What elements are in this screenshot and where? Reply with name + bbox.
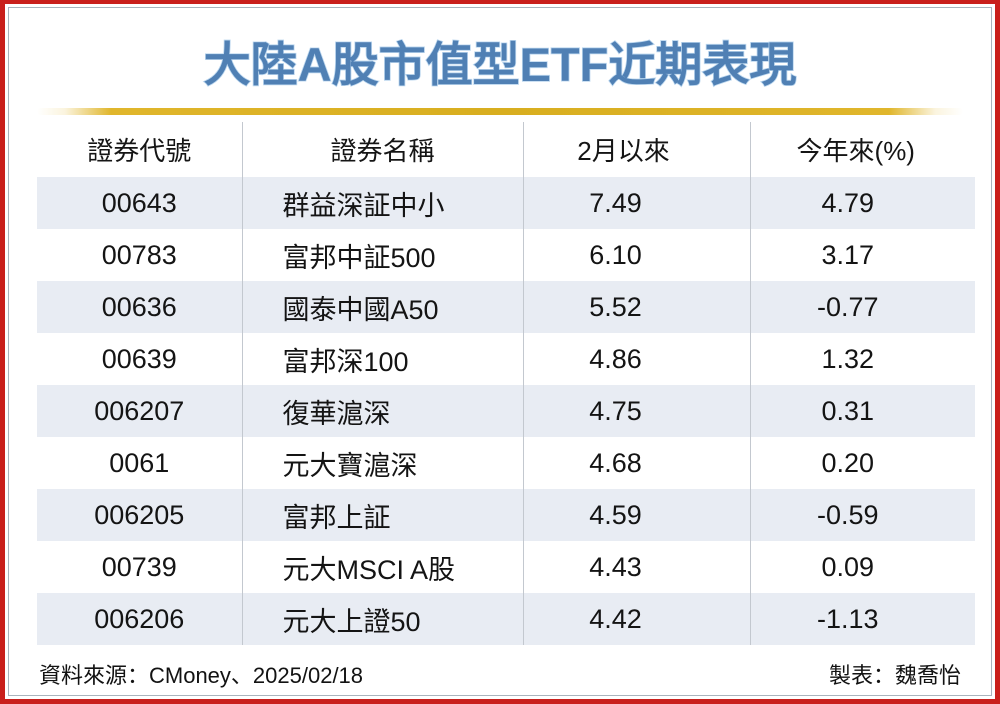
table-header-row: 證券代號 證券名稱 2月以來 今年來(%) [37, 122, 975, 177]
cell-ytd: 0.20 [821, 447, 875, 478]
cell-name: 富邦中証500 [242, 229, 524, 281]
cell-name: 富邦深100 [242, 333, 524, 385]
cell-name: 復華滬深 [242, 385, 524, 437]
cell-since-feb: 4.75 [523, 385, 751, 437]
cell-ytd: -1.13 [816, 603, 879, 634]
cell-ytd: 4.79 [821, 187, 875, 218]
cell-ytd: 0.31 [821, 395, 875, 426]
column-header-code: 證券代號 [37, 122, 243, 177]
page-title: 大陸A股市值型ETF近期表現 [203, 37, 797, 92]
cell-code: 00639 [37, 333, 243, 385]
cell-name: 富邦上証 [242, 489, 524, 541]
cell-since-feb: 4.43 [523, 541, 751, 593]
cell-code: 006207 [37, 385, 243, 437]
cell-ytd: 0.09 [821, 551, 875, 582]
table-row: 006205 富邦上証 4.59 -0.59 [37, 489, 975, 541]
credit-note: 製表：魏喬怡 [828, 663, 961, 688]
cell-code: 00783 [37, 229, 243, 281]
cell-name: 群益深証中小 [242, 177, 524, 229]
cell-since-feb: 5.52 [523, 281, 751, 333]
cell-since-feb: 7.49 [523, 177, 751, 229]
cell-since-feb: 4.42 [523, 593, 751, 645]
table-row: 0061 元大寶滬深 4.68 0.20 [37, 437, 975, 489]
cell-name: 國泰中國A50 [242, 281, 524, 333]
cell-ytd: -0.77 [816, 291, 879, 322]
column-header-name: 證券名稱 [242, 122, 524, 177]
table-row: 00783 富邦中証500 6.10 3.17 [37, 229, 975, 281]
gold-divider [37, 108, 963, 115]
source-note: 資料來源：CMoney、2025/02/18 [39, 663, 364, 688]
cell-ytd: 3.17 [821, 239, 875, 270]
frame-inner-gap: 大陸A股市值型ETF近期表現 證券代號 證券名稱 2月以 [5, 4, 995, 699]
cell-name: 元大上證50 [242, 593, 524, 645]
cell-since-feb: 4.86 [523, 333, 751, 385]
cell-code: 006205 [37, 489, 243, 541]
table-row: 006207 復華滬深 4.75 0.31 [37, 385, 975, 437]
cell-since-feb: 4.59 [523, 489, 751, 541]
cell-since-feb: 4.68 [523, 437, 751, 489]
table-row: 00739 元大MSCI A股 4.43 0.09 [37, 541, 975, 593]
title-block: 大陸A股市值型ETF近期表現 [9, 8, 991, 108]
table-body: 00643 群益深証中小 7.49 4.79 00783 富邦中証500 6.1… [37, 177, 975, 645]
content-card: 大陸A股市值型ETF近期表現 證券代號 證券名稱 2月以 [8, 7, 992, 696]
cell-code: 006206 [37, 593, 243, 645]
cell-since-feb: 6.10 [523, 229, 751, 281]
table-row: 006206 元大上證50 4.42 -1.13 [37, 593, 975, 645]
cell-ytd: 1.32 [821, 343, 875, 374]
table-row: 00643 群益深証中小 7.49 4.79 [37, 177, 975, 229]
column-header-since-feb: 2月以來 [523, 122, 751, 177]
cell-code: 0061 [37, 437, 243, 489]
table-row: 00636 國泰中國A50 5.52 -0.77 [37, 281, 975, 333]
cell-name: 元大MSCI A股 [242, 541, 524, 593]
cell-name: 元大寶滬深 [242, 437, 524, 489]
cell-code: 00643 [37, 177, 243, 229]
cell-code: 00636 [37, 281, 243, 333]
table-container: 證券代號 證券名稱 2月以來 今年來(%) 00643 群益深証中小 7.49 … [37, 122, 975, 645]
table-header: 證券代號 證券名稱 2月以來 今年來(%) [37, 122, 975, 177]
cell-ytd: -0.59 [816, 499, 879, 530]
column-header-ytd: 今年來(%) [750, 122, 975, 177]
cell-code: 00739 [37, 541, 243, 593]
table-row: 00639 富邦深100 4.86 1.32 [37, 333, 975, 385]
footer: 資料來源：CMoney、2025/02/18 製表：魏喬怡 [39, 658, 961, 690]
etf-performance-table: 證券代號 證券名稱 2月以來 今年來(%) 00643 群益深証中小 7.49 … [37, 122, 975, 645]
